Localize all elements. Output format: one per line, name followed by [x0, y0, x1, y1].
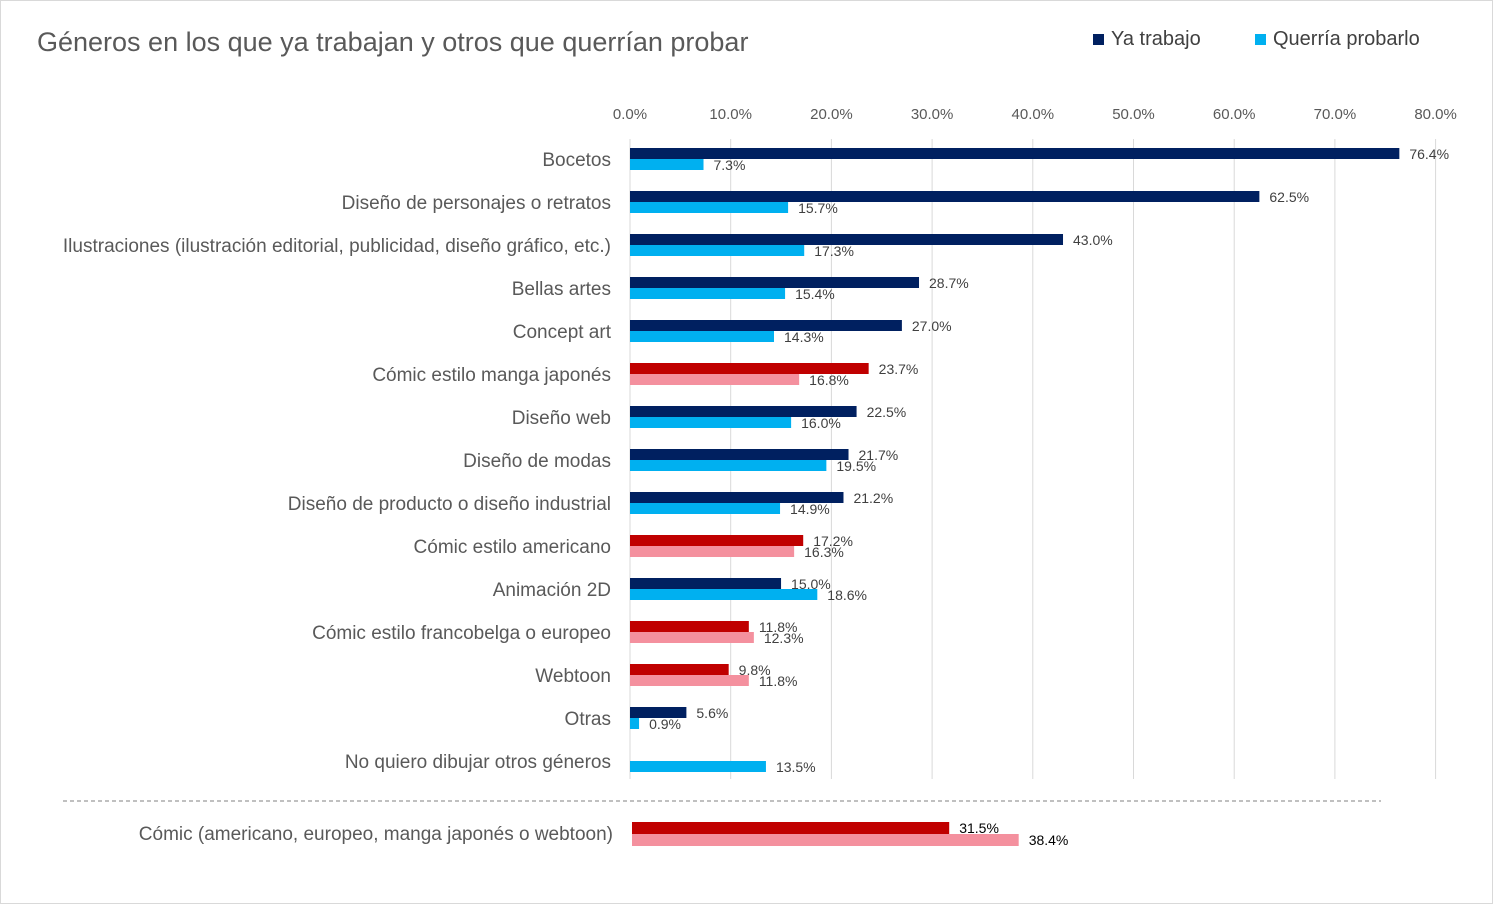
data-label-ya-trabajo: 43.0% [1073, 232, 1113, 248]
bar-querria-probarlo [630, 159, 704, 170]
legend-swatch-querria-probarlo [1255, 34, 1266, 45]
data-label-querria-probarlo: 13.5% [776, 759, 816, 775]
summary-category-label: Cómic (americano, europeo, manga japonés… [139, 824, 613, 845]
legend-item-querria-probarlo: Querría probarlo [1255, 28, 1420, 51]
data-label-ya-trabajo: 27.0% [912, 318, 952, 334]
data-label-ya-trabajo: 15.0% [791, 576, 831, 592]
bar-ya-trabajo [630, 320, 902, 331]
legend-label-ya-trabajo: Ya trabajo [1111, 28, 1201, 50]
category-label: Concept art [513, 322, 612, 343]
category-label: Diseño de producto o diseño industrial [288, 494, 611, 515]
category-label: Cómic estilo manga japonés [372, 365, 611, 386]
bar-ya-trabajo [630, 664, 729, 675]
data-label-ya-trabajo: 62.5% [1269, 189, 1309, 205]
bar-querria-probarlo [630, 761, 766, 772]
x-tick-label: 60.0% [1213, 106, 1256, 123]
category-label: No quiero dibujar otros géneros [345, 752, 611, 773]
bar-querria-probarlo [630, 675, 749, 686]
bar-querria-probarlo [630, 632, 754, 643]
x-tick-label: 40.0% [1012, 106, 1055, 123]
bar-ya-trabajo [630, 449, 849, 460]
x-tick-label: 0.0% [613, 106, 647, 123]
data-label-ya-trabajo: 28.7% [929, 275, 969, 291]
data-label-querria-probarlo: 19.5% [836, 458, 876, 474]
data-label-querria-probarlo: 0.9% [649, 716, 681, 732]
data-label-querria-probarlo: 15.4% [795, 286, 835, 302]
bar-ya-trabajo [630, 535, 804, 546]
x-tick-label: 70.0% [1314, 106, 1357, 123]
summary-data-label-ya-trabajo: 31.5% [959, 820, 999, 836]
summary-bar-querria-probarlo [632, 834, 1019, 846]
bar-querria-probarlo [630, 417, 792, 428]
data-label-ya-trabajo: 22.5% [867, 404, 907, 420]
data-label-ya-trabajo: 5.6% [696, 705, 728, 721]
data-label-ya-trabajo: 23.7% [879, 361, 919, 377]
bar-ya-trabajo [630, 492, 844, 503]
legend-label-querria-probarlo: Querría probarlo [1273, 28, 1420, 50]
x-tick-label: 30.0% [911, 106, 954, 123]
bar-querria-probarlo [630, 331, 775, 342]
data-label-querria-probarlo: 18.6% [827, 587, 867, 603]
category-label: Diseño de modas [463, 451, 611, 472]
bar-ya-trabajo [630, 707, 687, 718]
bar-ya-trabajo [630, 277, 920, 288]
bar-querria-probarlo [630, 202, 789, 213]
bar-querria-probarlo [630, 503, 781, 514]
summary-data-label-querria-probarlo: 38.4% [1029, 832, 1069, 848]
data-label-ya-trabajo: 76.4% [1409, 146, 1449, 162]
bar-querria-probarlo [630, 546, 795, 557]
data-label-querria-probarlo: 16.3% [804, 544, 844, 560]
data-label-querria-probarlo: 11.8% [759, 673, 798, 689]
chart-title: Géneros en los que ya trabajan y otros q… [37, 27, 749, 57]
bar-ya-trabajo [630, 621, 749, 632]
bar-ya-trabajo [630, 578, 782, 589]
data-label-querria-probarlo: 7.3% [714, 157, 746, 173]
data-label-querria-probarlo: 12.3% [764, 630, 804, 646]
data-label-querria-probarlo: 16.0% [801, 415, 841, 431]
legend-swatch-ya-trabajo [1093, 34, 1104, 45]
bar-querria-probarlo [630, 589, 818, 600]
category-label: Webtoon [535, 666, 611, 687]
category-label: Diseño web [512, 408, 611, 429]
category-label: Cómic estilo francobelga o europeo [312, 623, 611, 644]
category-label: Bocetos [542, 150, 611, 171]
bar-querria-probarlo [630, 288, 786, 299]
data-label-querria-probarlo: 14.3% [784, 329, 824, 345]
x-tick-label: 50.0% [1112, 106, 1155, 123]
summary-bar-ya-trabajo [632, 822, 950, 834]
data-label-ya-trabajo: 9.8% [739, 662, 771, 678]
data-label-ya-trabajo: 17.2% [813, 533, 853, 549]
bar-querria-probarlo [630, 374, 800, 385]
data-label-querria-probarlo: 17.3% [814, 243, 854, 259]
bar-querria-probarlo [630, 245, 805, 256]
legend-item-ya-trabajo: Ya trabajo [1093, 28, 1201, 51]
data-label-querria-probarlo: 14.9% [790, 501, 830, 517]
bar-querria-probarlo [630, 718, 640, 729]
data-label-querria-probarlo: 16.8% [809, 372, 849, 388]
data-label-ya-trabajo: 21.7% [859, 447, 899, 463]
bar-ya-trabajo [630, 191, 1260, 202]
x-tick-label: 10.0% [709, 106, 752, 123]
category-label: Ilustraciones (ilustración editorial, pu… [63, 236, 611, 257]
data-label-ya-trabajo: 21.2% [853, 490, 893, 506]
bar-ya-trabajo [630, 363, 869, 374]
bar-querria-probarlo [630, 460, 827, 471]
category-label: Cómic estilo americano [414, 537, 611, 558]
category-label: Animación 2D [493, 580, 611, 601]
category-label: Bellas artes [512, 279, 611, 300]
bar-ya-trabajo [630, 406, 857, 417]
x-tick-label: 80.0% [1414, 106, 1457, 123]
bar-ya-trabajo [630, 148, 1400, 159]
category-label: Diseño de personajes o retratos [342, 193, 611, 214]
data-label-ya-trabajo: 11.8% [759, 619, 798, 635]
bar-ya-trabajo [630, 234, 1064, 245]
data-label-querria-probarlo: 15.7% [798, 200, 838, 216]
x-tick-label: 20.0% [810, 106, 853, 123]
category-label: Otras [565, 709, 611, 730]
